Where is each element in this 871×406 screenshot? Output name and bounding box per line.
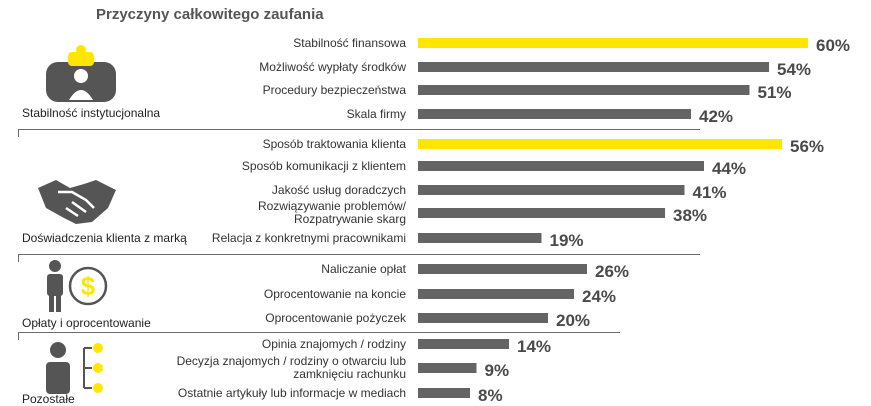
category-label: Sposób traktowania klienta bbox=[263, 137, 407, 151]
value-label: 60% bbox=[816, 36, 850, 55]
bar bbox=[418, 363, 477, 373]
bar bbox=[418, 233, 542, 243]
bar bbox=[418, 289, 574, 299]
bar bbox=[418, 388, 470, 398]
bar bbox=[418, 139, 782, 149]
bar bbox=[418, 85, 750, 95]
svg-text:$: $ bbox=[81, 271, 96, 301]
group-separator bbox=[18, 129, 19, 137]
bar bbox=[418, 62, 769, 72]
group-label-fees: Opłaty i oprocentowanie bbox=[22, 316, 151, 330]
category-label: Ostatnie artykuły lub informacje w media… bbox=[178, 386, 406, 400]
category-label: Relacja z konkretnymi pracownikami bbox=[212, 231, 406, 245]
category-label: Rozwiązywanie problemów/Rozpatrywanie sk… bbox=[258, 199, 407, 226]
group-label-customer-experience: Doświadczenia klienta z marką bbox=[22, 231, 187, 245]
value-label: 20% bbox=[556, 311, 590, 330]
category-label: Oprocentowanie na koncie bbox=[264, 287, 406, 301]
value-label: 44% bbox=[712, 159, 746, 178]
category-label: Procedury bezpieczeństwa bbox=[263, 83, 407, 97]
category-label: Jakość usług doradczych bbox=[272, 183, 406, 197]
value-label: 41% bbox=[693, 183, 727, 202]
bar bbox=[418, 38, 808, 48]
handshake-icon bbox=[38, 180, 116, 224]
value-label: 19% bbox=[550, 231, 584, 250]
bar bbox=[418, 161, 704, 171]
value-label: 51% bbox=[758, 83, 792, 102]
group-separator bbox=[18, 129, 700, 130]
category-label: Oprocentowanie pożyczek bbox=[265, 311, 407, 325]
value-label: 42% bbox=[699, 107, 733, 126]
value-label: 8% bbox=[478, 386, 503, 405]
value-label: 54% bbox=[777, 60, 811, 79]
group-separator bbox=[18, 254, 700, 255]
value-label: 14% bbox=[517, 337, 551, 356]
person-dollar-icon: $ bbox=[47, 260, 108, 312]
value-label: 26% bbox=[595, 262, 629, 281]
bar bbox=[418, 185, 685, 195]
bar bbox=[418, 109, 691, 119]
group-separator bbox=[18, 254, 19, 262]
bar bbox=[418, 313, 548, 323]
bar bbox=[418, 208, 665, 218]
bar bbox=[418, 339, 509, 349]
value-label: 38% bbox=[673, 206, 707, 225]
bar bbox=[418, 264, 587, 274]
group-separator bbox=[18, 332, 620, 333]
category-label: Możliwość wypłaty środków bbox=[259, 60, 406, 74]
value-label: 56% bbox=[790, 137, 824, 156]
value-label: 9% bbox=[485, 361, 510, 380]
chart-title: Przyczyny całkowitego zaufania bbox=[96, 6, 324, 23]
person-options-icon bbox=[46, 342, 103, 394]
group-separator bbox=[18, 332, 19, 340]
group-label-institutional: Stabilność instytucjonalna bbox=[22, 106, 161, 120]
institution-icon bbox=[46, 45, 116, 102]
category-label: Skala firmy bbox=[347, 107, 406, 121]
value-label: 24% bbox=[582, 287, 616, 306]
category-label: Stabilność finansowa bbox=[293, 36, 406, 50]
category-label: Opinia znajomych / rodziny bbox=[262, 337, 406, 351]
category-label: Naliczanie opłat bbox=[321, 262, 406, 276]
group-label-other: Pozostałe bbox=[22, 392, 75, 406]
category-label: Decyzja znajomych / rodziny o otwarciu l… bbox=[177, 354, 407, 381]
category-label: Sposób komunikacji z klientem bbox=[242, 159, 406, 173]
